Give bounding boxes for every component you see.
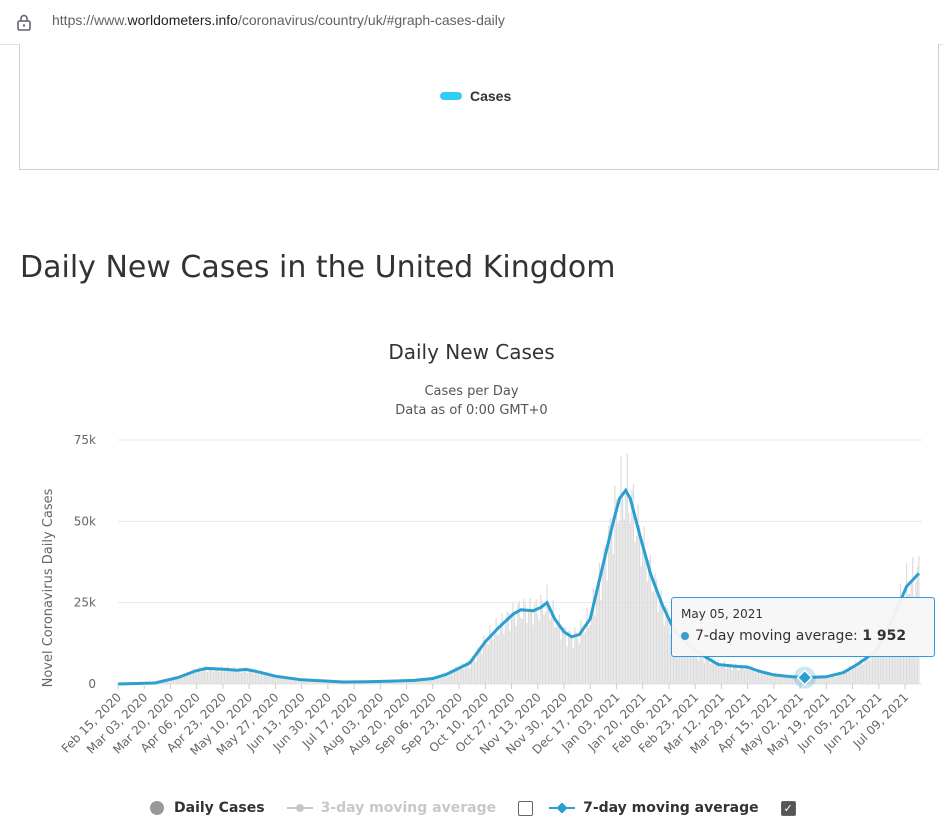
tooltip-row: 7-day moving average: 1 952 xyxy=(681,628,906,644)
three-day-legend-marker xyxy=(286,804,313,812)
y-tick-label: 25k xyxy=(74,596,96,610)
chart-subtitle-line-1: Cases per Day xyxy=(424,384,519,399)
daily-cases-legend-label: Daily Cases xyxy=(174,800,265,816)
chart-subtitle-line-2: Data as of 0:00 GMT+0 xyxy=(395,403,548,418)
y-tick-label: 50k xyxy=(74,514,96,528)
legend-three-day[interactable]: 3-day moving average xyxy=(286,800,497,816)
y-tick-labels: 0 25k 50k 75k xyxy=(74,433,96,691)
y-axis-label: Novel Coronavirus Daily Cases xyxy=(41,488,56,687)
chart-subtitle: Cases per Day Data as of 0:00 GMT+0 xyxy=(0,382,943,420)
legend-daily-cases[interactable]: Daily Cases xyxy=(150,800,265,816)
chart-legend: Daily Cases 3-day moving average 7-day m… xyxy=(150,800,806,816)
previous-chart-container xyxy=(19,44,939,170)
seven-day-legend-marker xyxy=(549,803,576,813)
lock-icon xyxy=(17,14,31,31)
marker-diamond xyxy=(796,669,813,686)
tooltip-value: 1 952 xyxy=(862,628,907,644)
data-tooltip: May 05, 2021 7-day moving average: 1 952 xyxy=(671,597,935,657)
cases-legend-swatch xyxy=(440,92,462,100)
three-day-legend-label: 3-day moving average xyxy=(320,800,497,816)
url-text[interactable]: https://www.worldometers.info/coronaviru… xyxy=(52,12,505,28)
seven-day-average-line xyxy=(117,487,920,686)
chart-title: Daily New Cases xyxy=(388,340,555,364)
address-bar[interactable]: https://www.worldometers.info/coronaviru… xyxy=(0,0,943,45)
section-heading: Daily New Cases in the United Kingdom xyxy=(20,250,616,285)
daily-new-cases-chart: Daily New Cases Cases per Day Data as of… xyxy=(0,330,943,839)
seven-day-checkbox[interactable]: ✓ xyxy=(780,800,796,816)
daily-cases-legend-dot xyxy=(150,801,164,815)
y-tick-label: 75k xyxy=(74,433,96,447)
three-day-checkbox[interactable] xyxy=(518,800,534,816)
tooltip-date: May 05, 2021 xyxy=(681,607,764,621)
y-tick-label: 0 xyxy=(88,677,96,691)
legend-seven-day[interactable]: 7-day moving average xyxy=(549,800,759,816)
cases-legend-label: Cases xyxy=(470,88,512,104)
plot-area[interactable]: 0 25k 50k 75k Novel Coronavirus Daily Cases… xyxy=(0,330,943,839)
tooltip-marker xyxy=(793,666,816,689)
tooltip-series-dot xyxy=(681,632,689,640)
previous-chart-legend[interactable]: Cases xyxy=(440,88,511,104)
tooltip-series-label: 7-day moving average: xyxy=(695,628,858,644)
seven-day-legend-label: 7-day moving average xyxy=(583,800,759,816)
